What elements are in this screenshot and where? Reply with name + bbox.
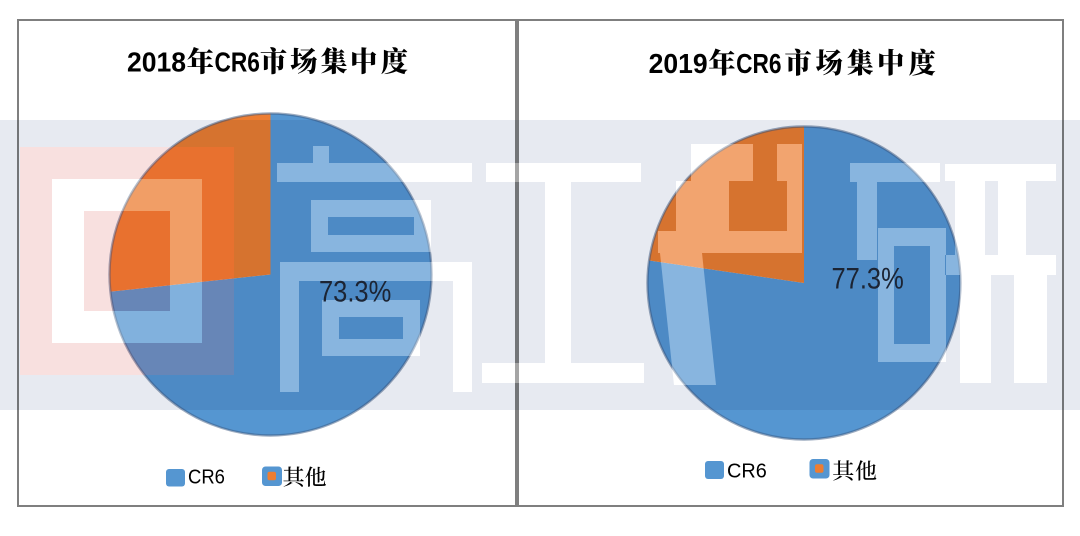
- svg-text:77.3%: 77.3%: [832, 262, 904, 295]
- svg-text:73.3%: 73.3%: [319, 275, 391, 308]
- svg-text:CR6: CR6: [727, 460, 767, 482]
- svg-text:2019: 2019: [649, 49, 708, 80]
- svg-text:2018: 2018: [127, 47, 186, 78]
- svg-text:CR6: CR6: [188, 466, 225, 489]
- svg-text:CR6: CR6: [215, 48, 260, 79]
- svg-text:CR6: CR6: [736, 49, 781, 80]
